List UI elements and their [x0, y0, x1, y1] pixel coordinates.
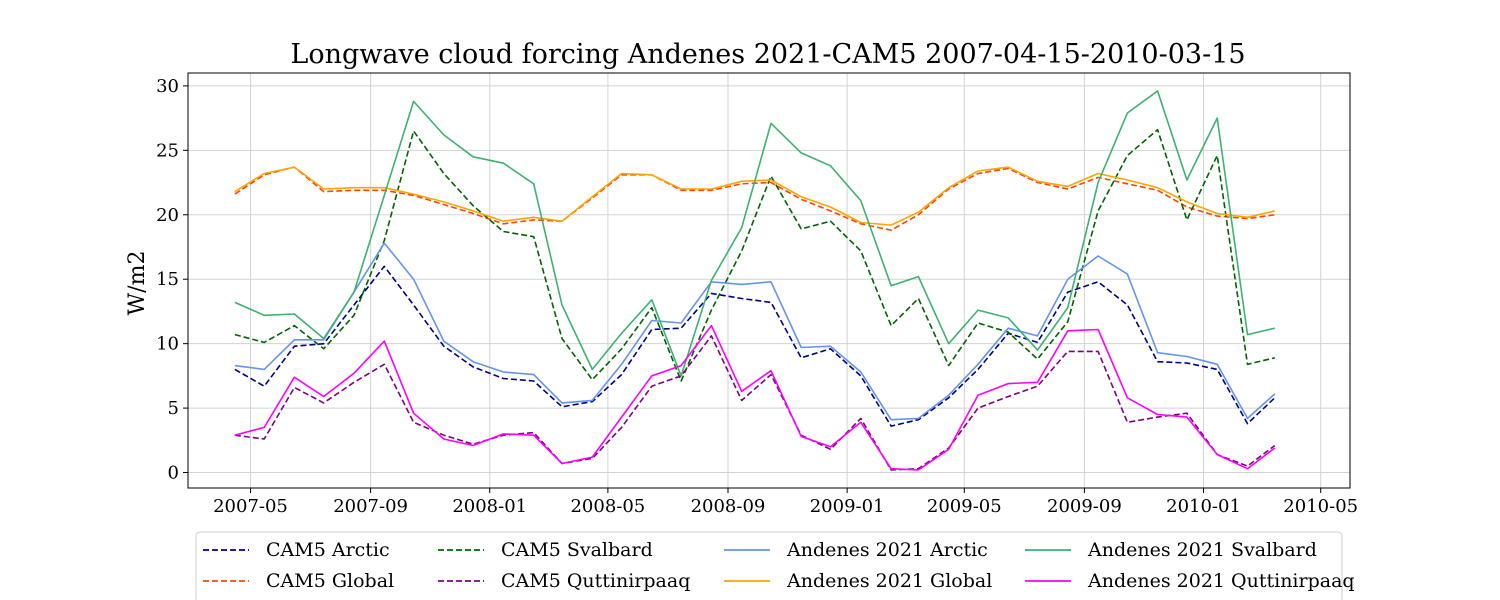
- x-tick-label: 2008-05: [570, 496, 645, 517]
- x-tick-label: 2008-01: [452, 496, 527, 517]
- legend-label: Andenes 2021 Quttinirpaaq: [1087, 570, 1355, 592]
- legend-label: CAM5 Quttinirpaaq: [501, 570, 690, 592]
- y-axis-ticks: 0 5 10 15 20 25 30: [156, 76, 188, 484]
- x-tick-label: 2009-05: [927, 496, 1002, 517]
- legend-label: CAM5 Global: [266, 570, 394, 592]
- plot-frame: [187, 72, 1351, 489]
- chart-title: Longwave cloud forcing Andenes 2021-CAM5…: [290, 39, 1245, 70]
- x-tick-label: 2010-01: [1166, 496, 1241, 517]
- legend-label: Andenes 2021 Global: [786, 570, 992, 592]
- y-axis-label: W/m2: [125, 251, 150, 316]
- series-line-cam5-arctic: [234, 265, 1276, 427]
- legend-label: CAM5 Svalbard: [501, 539, 653, 561]
- x-axis-ticks: 2007-05 2007-09 2008-01 2008-05 2008-09 2009-…: [213, 488, 1358, 517]
- x-tick-label: 2009-01: [810, 496, 885, 517]
- legend-label: CAM5 Arctic: [266, 539, 390, 561]
- x-tick-label: 2009-09: [1047, 496, 1122, 517]
- series-lines: [234, 90, 1276, 471]
- x-tick-label: 2010-05: [1283, 496, 1358, 517]
- y-tick-label: 15: [156, 269, 179, 290]
- y-tick-label: 5: [168, 398, 179, 419]
- series-line-cam5-global: [234, 166, 1275, 231]
- y-tick-label: 20: [156, 205, 179, 226]
- series-line-andenes-2021-global: [234, 166, 1275, 226]
- legend-label: Andenes 2021 Arctic: [786, 539, 988, 561]
- series-line-andenes-2021-arctic: [234, 242, 1276, 421]
- y-tick-label: 10: [156, 334, 179, 355]
- legend: CAM5 Arctic CAM5 Global CAM5 Svalbard CAM5 …: [195, 531, 1355, 600]
- legend-label: Andenes 2021 Svalbard: [1087, 539, 1317, 561]
- y-tick-label: 0: [168, 463, 179, 484]
- series-line-cam5-quttinirpaaq: [234, 335, 1276, 471]
- y-tick-label: 25: [156, 140, 179, 161]
- grid-lines: [188, 73, 1350, 488]
- x-tick-label: 2007-05: [213, 496, 288, 517]
- y-tick-label: 30: [156, 76, 179, 97]
- series-line-cam5-svalbard: [234, 128, 1275, 382]
- series-line-andenes-2021-svalbard: [234, 90, 1275, 377]
- x-tick-label: 2008-09: [691, 496, 766, 517]
- x-tick-label: 2007-09: [333, 496, 408, 517]
- series-line-andenes-2021-quttinirpaaq: [234, 324, 1276, 471]
- legend-box: [195, 531, 1343, 600]
